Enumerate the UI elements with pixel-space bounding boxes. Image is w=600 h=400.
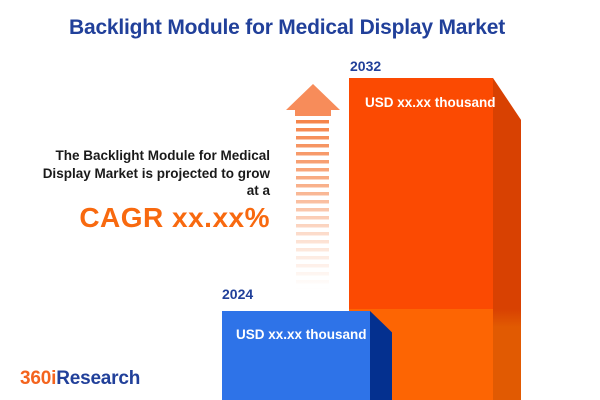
logo-part-research: Research bbox=[56, 368, 141, 389]
page-title: Backlight Module for Medical Display Mar… bbox=[69, 16, 505, 39]
bar-2032-side-face bbox=[493, 78, 521, 400]
growth-arrow-up-icon bbox=[286, 84, 340, 116]
bar-year-label-2024: 2024 bbox=[222, 286, 254, 302]
logo-360iresearch: 360iResearch bbox=[20, 368, 140, 390]
bar-2024-value-label: USD xx.xx thousand bbox=[236, 327, 367, 342]
cagr-value: CAGR xx.xx% bbox=[79, 202, 270, 233]
intro-line-1: The Backlight Module for Medical bbox=[55, 148, 270, 163]
logo-part-360i: 360i bbox=[20, 368, 57, 389]
bar-2024-front-face bbox=[222, 311, 370, 400]
bar-2032-value-label: USD xx.xx thousand bbox=[365, 95, 496, 110]
intro-line-3: at a bbox=[246, 183, 270, 198]
intro-line-2: Display Market is projected to grow bbox=[42, 165, 270, 181]
growth-arrow-trail-stripes bbox=[296, 120, 329, 302]
intro-text: The Backlight Module for Medical Display… bbox=[10, 147, 270, 200]
bar-2024-side-face bbox=[370, 311, 392, 400]
bar-year-label-2032: 2032 bbox=[350, 58, 382, 74]
